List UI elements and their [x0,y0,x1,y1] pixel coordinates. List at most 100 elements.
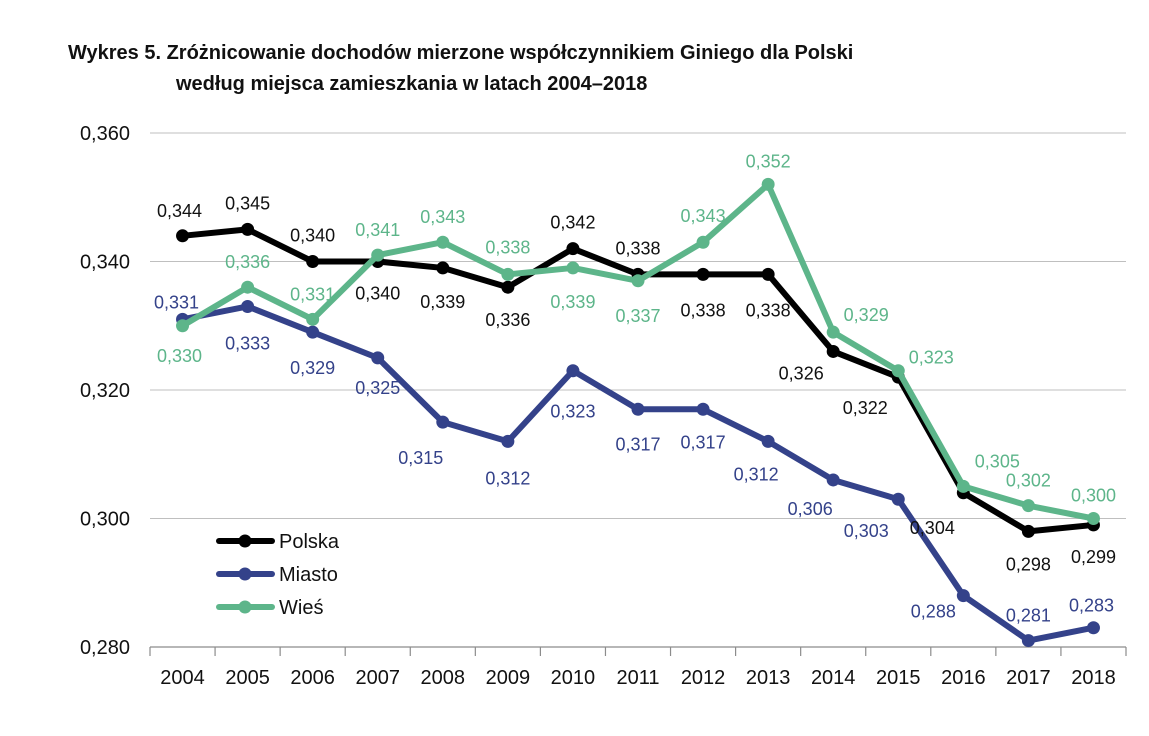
data-label: 0,306 [788,499,833,519]
data-point [631,402,645,416]
data-point [891,492,905,506]
data-label: 0,315 [398,448,443,468]
data-point [566,242,580,256]
data-label: 0,302 [1006,471,1051,491]
data-point [436,261,450,275]
axes: 0,360 0,340 0,320 0,300 0,280 2004 2005 2006 200… [80,123,1127,689]
data-label: 0,336 [225,252,270,272]
data-label: 0,338 [681,300,726,320]
x-tick-label: 2011 [616,667,659,689]
legend: Polska Miasto Wieś [216,531,340,619]
data-point [826,325,840,339]
data-point [956,479,970,493]
x-tick-label: 2012 [681,667,726,689]
data-label: 0,329 [844,305,889,325]
x-tick-label: 2007 [355,667,400,689]
chart-title: Wykres 5. Zróżnicowanie dochodów mierzon… [68,38,853,100]
data-point [501,267,515,281]
data-point [436,235,450,249]
data-label: 0,342 [550,213,595,233]
data-label: 0,340 [355,284,400,304]
data-label: 0,317 [615,434,660,454]
y-tick-label: 0,300 [80,509,130,531]
data-point [176,229,190,243]
x-tick-label: 2008 [421,667,466,689]
x-tick-label: 2004 [160,667,205,689]
data-label: 0,299 [1071,547,1116,567]
data-point [826,344,840,358]
legend-label: Miasto [279,564,338,586]
data-point [696,235,710,249]
data-label: 0,343 [420,207,465,227]
data-label: 0,323 [550,402,595,422]
data-label: 0,323 [909,348,954,368]
x-tick-label: 2006 [290,667,335,689]
data-point [306,312,320,326]
data-point [241,299,255,313]
data-label: 0,336 [485,310,530,330]
data-label: 0,325 [355,378,400,398]
y-tick-label: 0,340 [80,252,130,274]
data-label: 0,345 [225,193,270,213]
data-point [436,415,450,429]
data-label: 0,352 [746,151,791,171]
data-label: 0,333 [225,333,270,353]
data-label: 0,330 [157,346,202,366]
legend-marker [238,567,252,581]
data-label: 0,300 [1071,486,1116,506]
data-label: 0,343 [681,206,726,226]
chart-title-line1: Wykres 5. Zróżnicowanie dochodów mierzon… [68,42,854,64]
data-point [631,274,645,288]
data-point [696,402,710,416]
series-lines [176,177,1100,648]
legend-label: Polska [279,531,340,553]
data-label: 0,322 [843,398,888,418]
y-tick-label: 0,320 [80,380,130,402]
data-label: 0,288 [911,602,956,622]
data-label: 0,281 [1006,606,1051,626]
data-label: 0,303 [844,521,889,541]
data-point [826,473,840,487]
data-label: 0,338 [485,237,530,257]
data-point [1021,524,1035,538]
legend-marker [238,534,252,548]
chart-title-line2: według miejsca zamieszkania w latach 200… [176,73,648,95]
data-label: 0,329 [290,358,335,378]
data-label: 0,326 [779,363,824,383]
data-point [891,364,905,378]
data-point [761,267,775,281]
y-tick-label: 0,360 [80,123,130,145]
x-tick-label: 2015 [876,667,921,689]
data-point [241,222,255,236]
data-point [241,280,255,294]
data-point [1086,621,1100,635]
data-label: 0,298 [1006,554,1051,574]
x-tick-label: 2010 [551,667,596,689]
data-label: 0,283 [1069,596,1114,616]
data-point [176,319,190,333]
x-tick-label: 2009 [486,667,531,689]
data-point [566,364,580,378]
data-label: 0,312 [485,468,530,488]
legend-label: Wieś [279,597,323,619]
data-point [371,351,385,365]
legend-marker [238,600,252,614]
data-label: 0,305 [975,451,1020,471]
x-tick-label: 2018 [1071,667,1116,689]
data-label: 0,338 [615,238,660,258]
data-point [956,589,970,603]
data-label: 0,304 [910,518,955,538]
data-label: 0,317 [681,432,726,452]
data-point [306,325,320,339]
data-label: 0,340 [290,226,335,246]
x-tick-label: 2014 [811,667,856,689]
x-tick-label: 2016 [941,667,986,689]
data-point [1021,634,1035,648]
x-tick-label: 2017 [1006,667,1051,689]
data-label: 0,331 [290,284,335,304]
data-label: 0,339 [550,292,595,312]
data-label: 0,341 [355,220,400,240]
data-label: 0,338 [746,300,791,320]
data-point [501,280,515,294]
